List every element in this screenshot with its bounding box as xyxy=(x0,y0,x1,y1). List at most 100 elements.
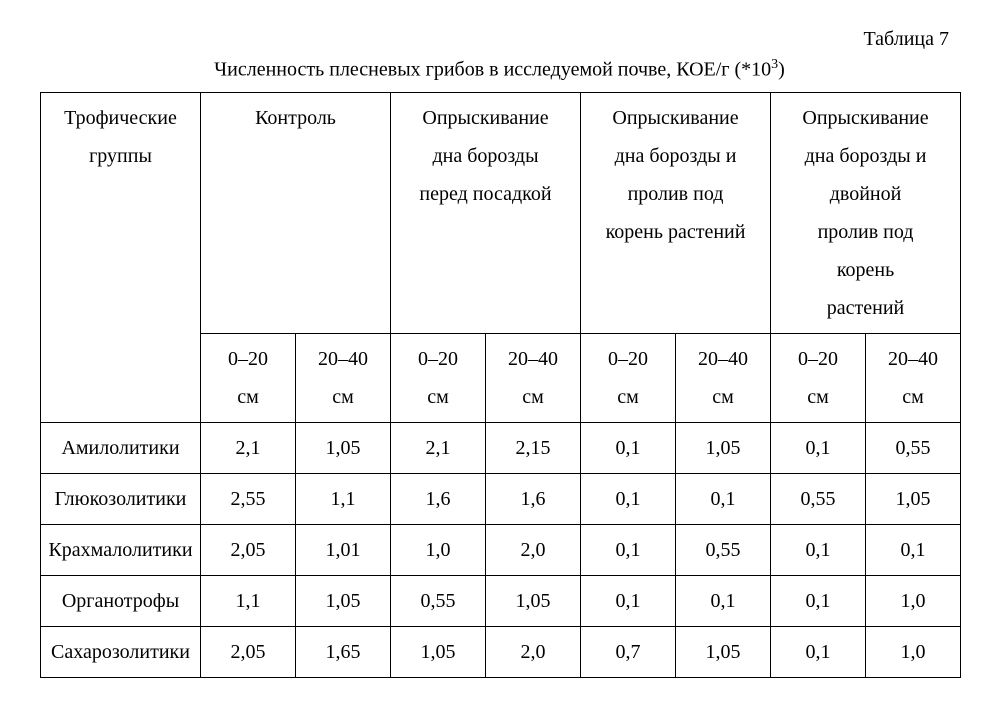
treatment-1-line-1: дна борозды xyxy=(432,145,538,167)
cell: 1,05 xyxy=(296,575,391,626)
cell: 1,05 xyxy=(296,422,391,473)
col-header-trophic: Трофические группы xyxy=(41,92,201,422)
treatment-3-line-5: растений xyxy=(827,297,904,319)
treatment-2-line-0: Опрыскивание xyxy=(612,107,738,129)
depth-0-20-d: 0–20 см xyxy=(771,333,866,422)
cell: 2,15 xyxy=(486,422,581,473)
treatment-3-line-1: дна борозды и xyxy=(805,145,927,167)
cell: 0,7 xyxy=(581,626,676,677)
cell: 2,1 xyxy=(391,422,486,473)
depth-20-40-b: 20–40 см xyxy=(486,333,581,422)
cell: 1,0 xyxy=(866,575,961,626)
d1l2d: см xyxy=(807,386,829,408)
cell: 1,6 xyxy=(391,473,486,524)
cell: 2,0 xyxy=(486,524,581,575)
cell: 1,05 xyxy=(676,422,771,473)
cell: 0,1 xyxy=(581,473,676,524)
table-body: Амилолитики 2,1 1,05 2,1 2,15 0,1 1,05 0… xyxy=(41,422,961,677)
depth-0-20-a: 0–20 см xyxy=(201,333,296,422)
row-name: Сахарозолитики xyxy=(41,626,201,677)
cell: 0,55 xyxy=(866,422,961,473)
d2l2d: см xyxy=(902,386,924,408)
cell: 1,05 xyxy=(866,473,961,524)
cell: 1,65 xyxy=(296,626,391,677)
row-name: Глюкозолитики xyxy=(41,473,201,524)
d1l1: 0–20 xyxy=(228,348,268,370)
treatment-0-line-0: Контроль xyxy=(255,107,336,129)
cell: 0,55 xyxy=(391,575,486,626)
col-header-spray-before: Опрыскивание дна борозды перед посадкой xyxy=(391,92,581,333)
cell: 1,0 xyxy=(866,626,961,677)
treatment-2-line-2: пролив под xyxy=(628,183,724,205)
table-row: Глюкозолитики 2,55 1,1 1,6 1,6 0,1 0,1 0… xyxy=(41,473,961,524)
d2l1d: 20–40 xyxy=(888,348,938,370)
caption-text: Численность плесневых грибов в исследуем… xyxy=(214,59,771,81)
table-row: Крахмалолитики 2,05 1,01 1,0 2,0 0,1 0,5… xyxy=(41,524,961,575)
cell: 1,0 xyxy=(391,524,486,575)
treatment-3-line-2: двойной xyxy=(830,183,902,205)
table-row: Амилолитики 2,1 1,05 2,1 2,15 0,1 1,05 0… xyxy=(41,422,961,473)
cell: 1,1 xyxy=(201,575,296,626)
cell: 0,55 xyxy=(676,524,771,575)
cell: 1,05 xyxy=(486,575,581,626)
d2l1: 20–40 xyxy=(318,348,368,370)
data-table: Трофические группы Контроль Опрыскивание… xyxy=(40,92,961,678)
col-header-control: Контроль xyxy=(201,92,391,333)
d1l2: см xyxy=(237,386,259,408)
d2l2c: см xyxy=(712,386,734,408)
depth-20-40-d: 20–40 см xyxy=(866,333,961,422)
col-header-spray-double: Опрыскивание дна борозды и двойной проли… xyxy=(771,92,961,333)
cell: 2,0 xyxy=(486,626,581,677)
cell: 1,6 xyxy=(486,473,581,524)
treatment-3-line-4: корень xyxy=(837,259,894,281)
cell: 1,05 xyxy=(391,626,486,677)
cell: 0,1 xyxy=(581,422,676,473)
cell: 2,05 xyxy=(201,626,296,677)
cell: 0,55 xyxy=(771,473,866,524)
header-row-treatments: Трофические группы Контроль Опрыскивание… xyxy=(41,92,961,333)
col-header-spray-water: Опрыскивание дна борозды и пролив под ко… xyxy=(581,92,771,333)
treatment-1-line-0: Опрыскивание xyxy=(422,107,548,129)
row-name: Крахмалолитики xyxy=(41,524,201,575)
d2l1b: 20–40 xyxy=(508,348,558,370)
table-caption: Численность плесневых грибов в исследуем… xyxy=(40,57,959,82)
depth-0-20-c: 0–20 см xyxy=(581,333,676,422)
cell: 0,1 xyxy=(581,575,676,626)
treatment-3-line-3: пролив под xyxy=(818,221,914,243)
d1l2c: см xyxy=(617,386,639,408)
treatment-1-line-2: перед посадкой xyxy=(419,183,551,205)
d2l2b: см xyxy=(522,386,544,408)
table-row: Органотрофы 1,1 1,05 0,55 1,05 0,1 0,1 0… xyxy=(41,575,961,626)
cell: 0,1 xyxy=(581,524,676,575)
cell: 0,1 xyxy=(676,575,771,626)
cell: 0,1 xyxy=(771,626,866,677)
d1l2b: см xyxy=(427,386,449,408)
trophic-line2: группы xyxy=(89,145,152,167)
depth-20-40-c: 20–40 см xyxy=(676,333,771,422)
depth-20-40-a: 20–40 см xyxy=(296,333,391,422)
treatment-3-line-0: Опрыскивание xyxy=(802,107,928,129)
cell: 2,05 xyxy=(201,524,296,575)
trophic-line1: Трофические xyxy=(64,107,177,129)
depth-0-20-b: 0–20см xyxy=(391,333,486,422)
cell: 1,01 xyxy=(296,524,391,575)
cell: 2,55 xyxy=(201,473,296,524)
d1l1c: 0–20 xyxy=(608,348,648,370)
cell: 1,05 xyxy=(676,626,771,677)
cell: 1,1 xyxy=(296,473,391,524)
row-name: Амилолитики xyxy=(41,422,201,473)
cell: 2,1 xyxy=(201,422,296,473)
cell: 0,1 xyxy=(771,575,866,626)
cell: 0,1 xyxy=(771,422,866,473)
cell: 0,1 xyxy=(771,524,866,575)
row-name: Органотрофы xyxy=(41,575,201,626)
d2l2: см xyxy=(332,386,354,408)
d2l1c: 20–40 xyxy=(698,348,748,370)
table-number-label: Таблица 7 xyxy=(40,28,959,51)
caption-suffix: ) xyxy=(778,59,785,81)
treatment-2-line-1: дна борозды и xyxy=(615,145,737,167)
table-row: Сахарозолитики 2,05 1,65 1,05 2,0 0,7 1,… xyxy=(41,626,961,677)
cell: 0,1 xyxy=(866,524,961,575)
d1l1d: 0–20 xyxy=(798,348,838,370)
cell: 0,1 xyxy=(676,473,771,524)
